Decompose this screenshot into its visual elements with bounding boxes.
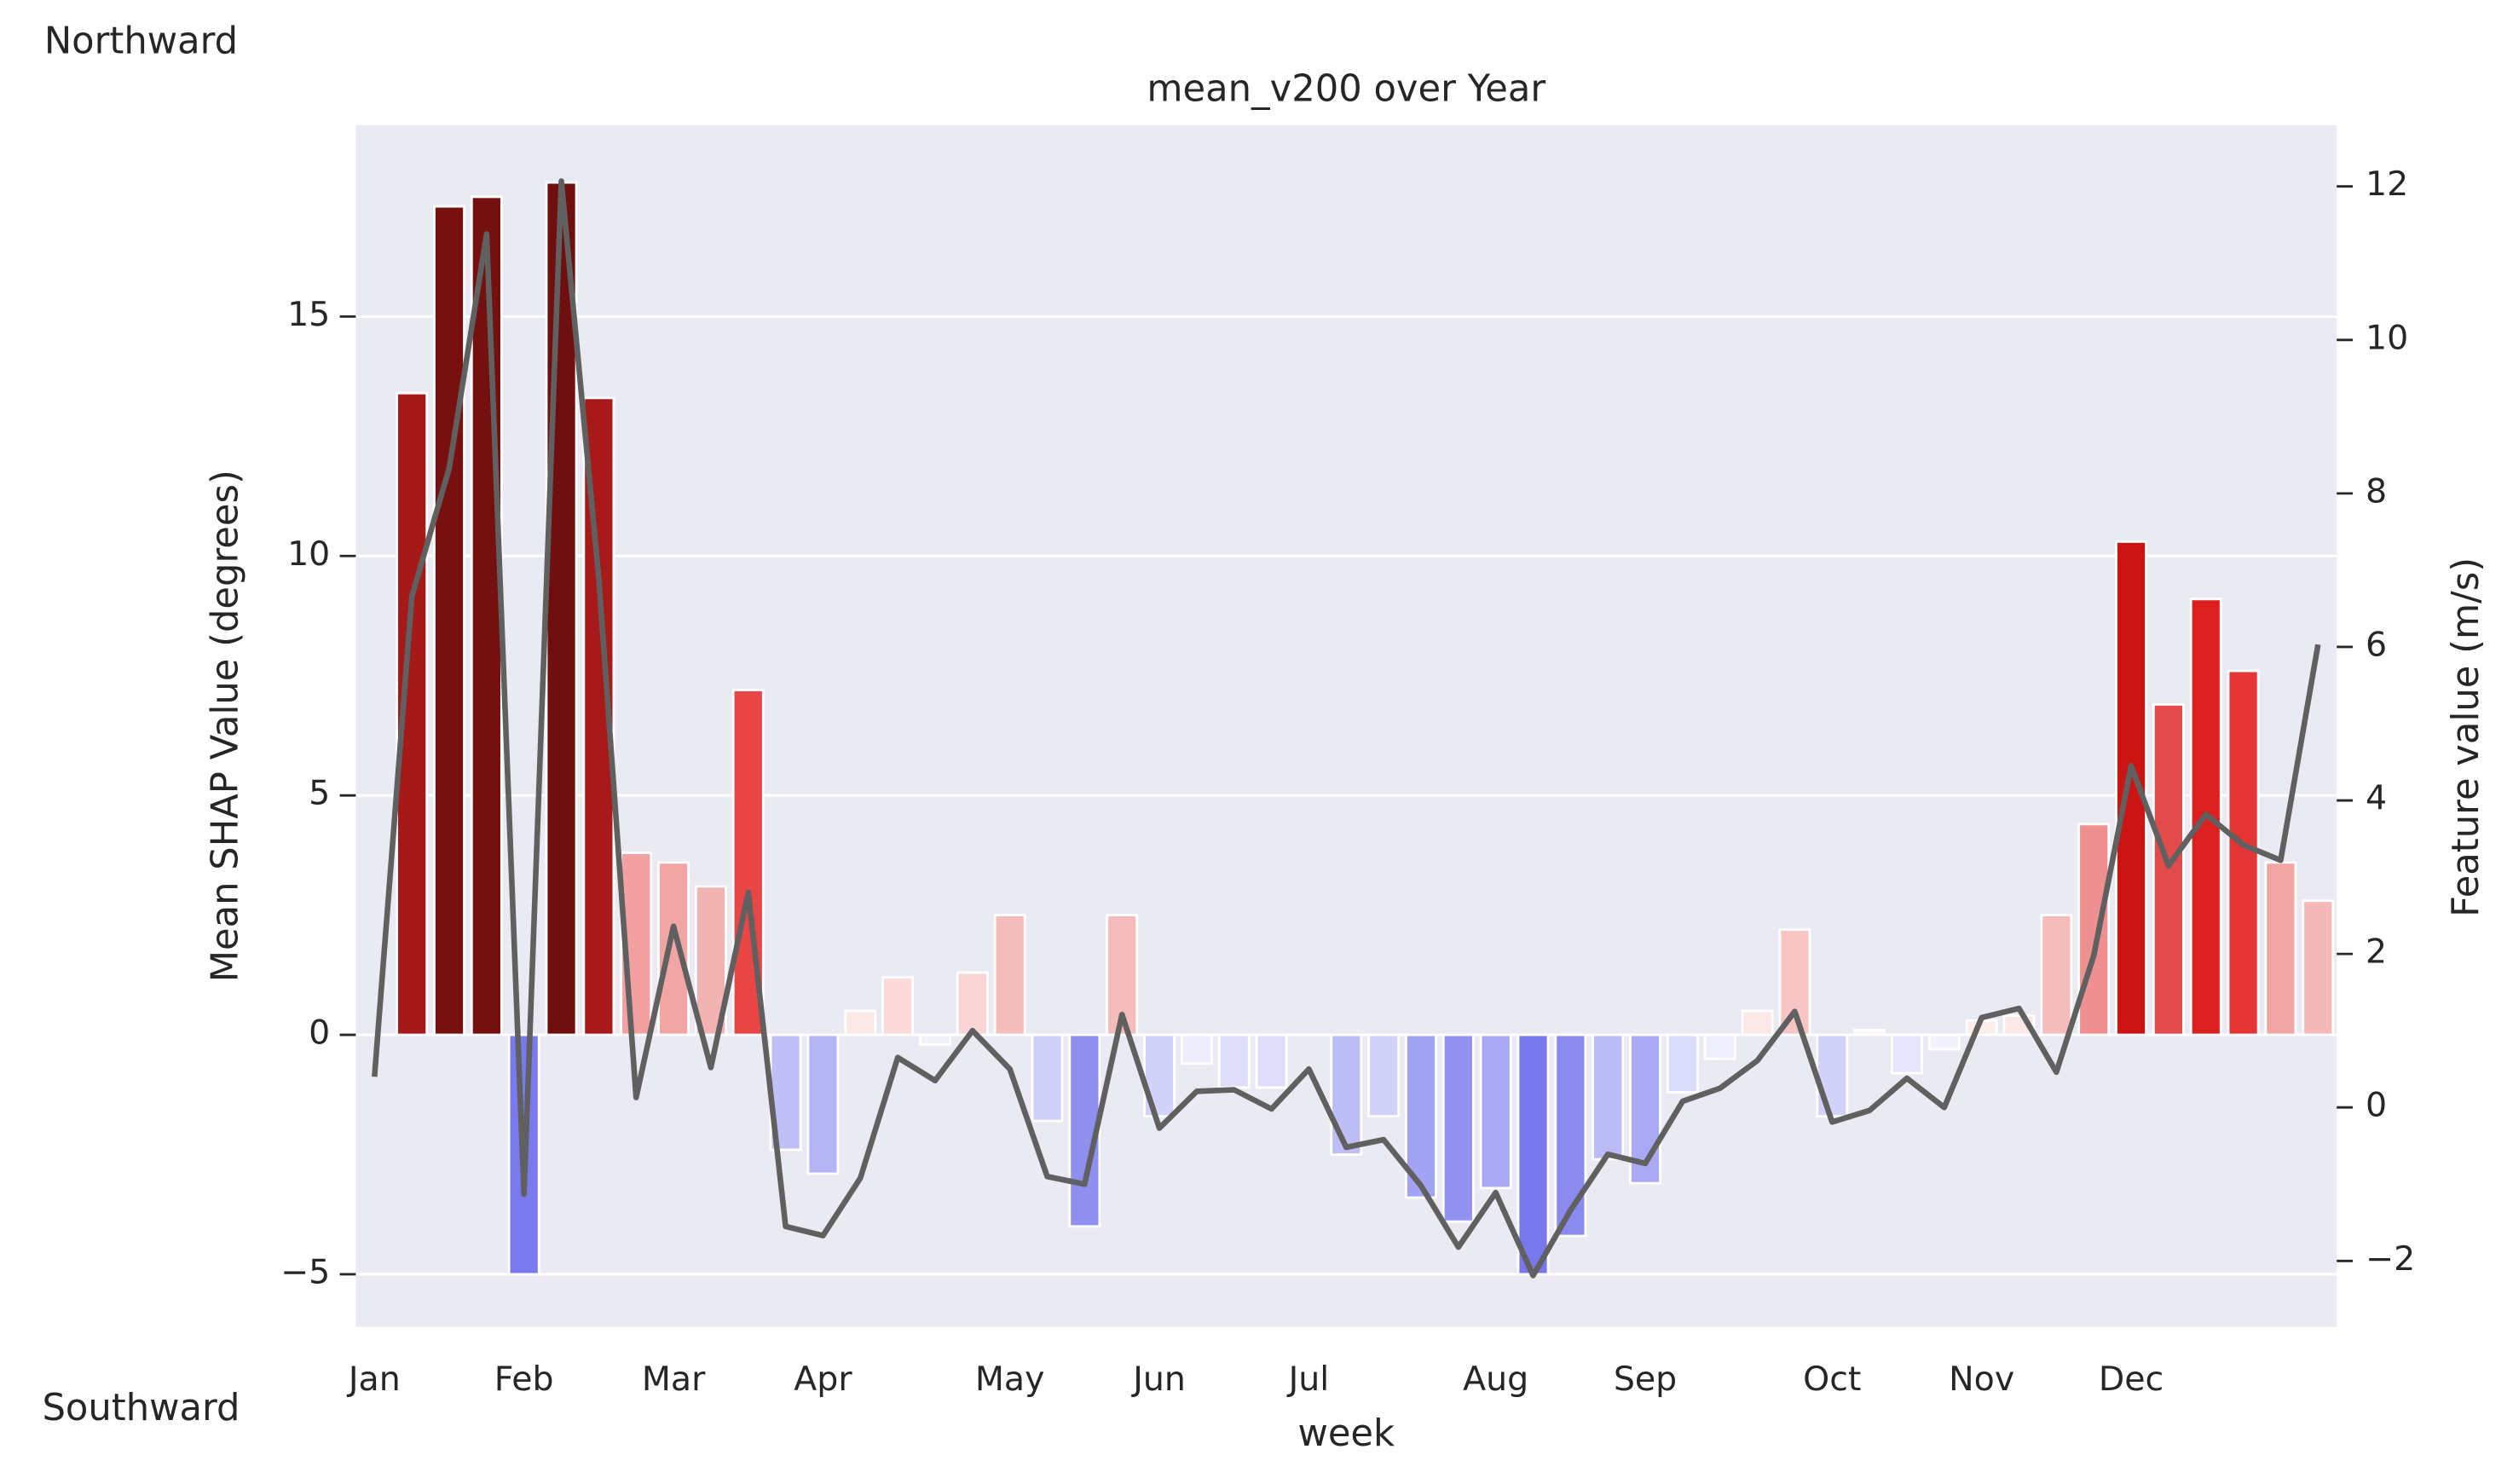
- y-tick-label: 0: [309, 1013, 330, 1053]
- y2-tick-label: 6: [2366, 625, 2387, 664]
- y-tick-label: −5: [280, 1252, 330, 1291]
- bar: [2152, 703, 2185, 1036]
- y2-tick-label: 4: [2366, 779, 2387, 818]
- y2-tick-label: 2: [2366, 933, 2387, 972]
- x-tick-label: Apr: [794, 1360, 852, 1399]
- bar: [844, 1009, 877, 1036]
- x-tick-label: Oct: [1803, 1360, 1861, 1399]
- y2-tick-label: 12: [2366, 165, 2408, 204]
- y-tick-label: 10: [287, 534, 330, 574]
- bar: [2040, 914, 2073, 1036]
- x-tick-label: Dec: [2099, 1360, 2163, 1399]
- y-tick-label: 15: [287, 295, 330, 334]
- bar: [1703, 1033, 1736, 1060]
- bar: [881, 976, 915, 1036]
- bar: [1516, 1033, 1550, 1276]
- bar: [1031, 1033, 1064, 1123]
- x-tick-label: Sep: [1614, 1360, 1677, 1399]
- y2-axis-label: Feature value (m/s): [2445, 557, 2487, 917]
- bar: [993, 914, 1026, 1036]
- bar: [2264, 861, 2297, 1036]
- bar: [470, 195, 503, 1036]
- bar: [1180, 1033, 1213, 1065]
- bar: [1666, 1033, 1699, 1094]
- bar: [433, 205, 465, 1036]
- bar: [2077, 823, 2111, 1036]
- annotation: Northward: [44, 20, 238, 62]
- bar: [1927, 1033, 1961, 1051]
- bar: [1479, 1033, 1512, 1190]
- y2-tick-label: 0: [2366, 1086, 2387, 1125]
- x-axis-label: week: [1297, 1412, 1395, 1455]
- bar: [1367, 1033, 1401, 1117]
- x-tick-label: Feb: [494, 1360, 554, 1399]
- x-tick-label: Mar: [642, 1360, 706, 1399]
- bar: [2302, 899, 2335, 1036]
- bar: [956, 971, 989, 1036]
- bar: [1330, 1033, 1363, 1156]
- bar: [1741, 1009, 1774, 1036]
- y2-tick-label: −2: [2366, 1239, 2415, 1279]
- bar: [1441, 1033, 1475, 1223]
- line: [372, 178, 2321, 1279]
- y2-tick-label: 8: [2366, 471, 2387, 511]
- x-tick-label: Jun: [1130, 1360, 1186, 1399]
- bar: [1816, 1033, 1849, 1117]
- bar: [1217, 1033, 1251, 1089]
- y-axis-label: Mean SHAP Value (degrees): [204, 470, 246, 982]
- y2-tick-label: 10: [2366, 318, 2408, 357]
- x-tick-label: Jul: [1286, 1360, 1330, 1399]
- x-tick-label: Nov: [1949, 1360, 2014, 1399]
- x-tick-label: Jan: [346, 1360, 401, 1399]
- x-tick-label: May: [975, 1360, 1045, 1399]
- bar: [1554, 1033, 1587, 1238]
- y-tick-label: 5: [309, 774, 330, 813]
- x-tick-label: Aug: [1463, 1360, 1528, 1399]
- bar: [919, 1033, 951, 1046]
- bar: [657, 861, 690, 1036]
- chart-title: mean_v200 over Year: [1147, 68, 1545, 111]
- bar: [1853, 1029, 1886, 1036]
- bar: [1592, 1033, 1625, 1161]
- bar: [806, 1033, 840, 1175]
- bar: [1255, 1033, 1288, 1089]
- annotation: Southward: [42, 1387, 240, 1429]
- bar: [1891, 1033, 1923, 1075]
- bar: [2227, 669, 2260, 1036]
